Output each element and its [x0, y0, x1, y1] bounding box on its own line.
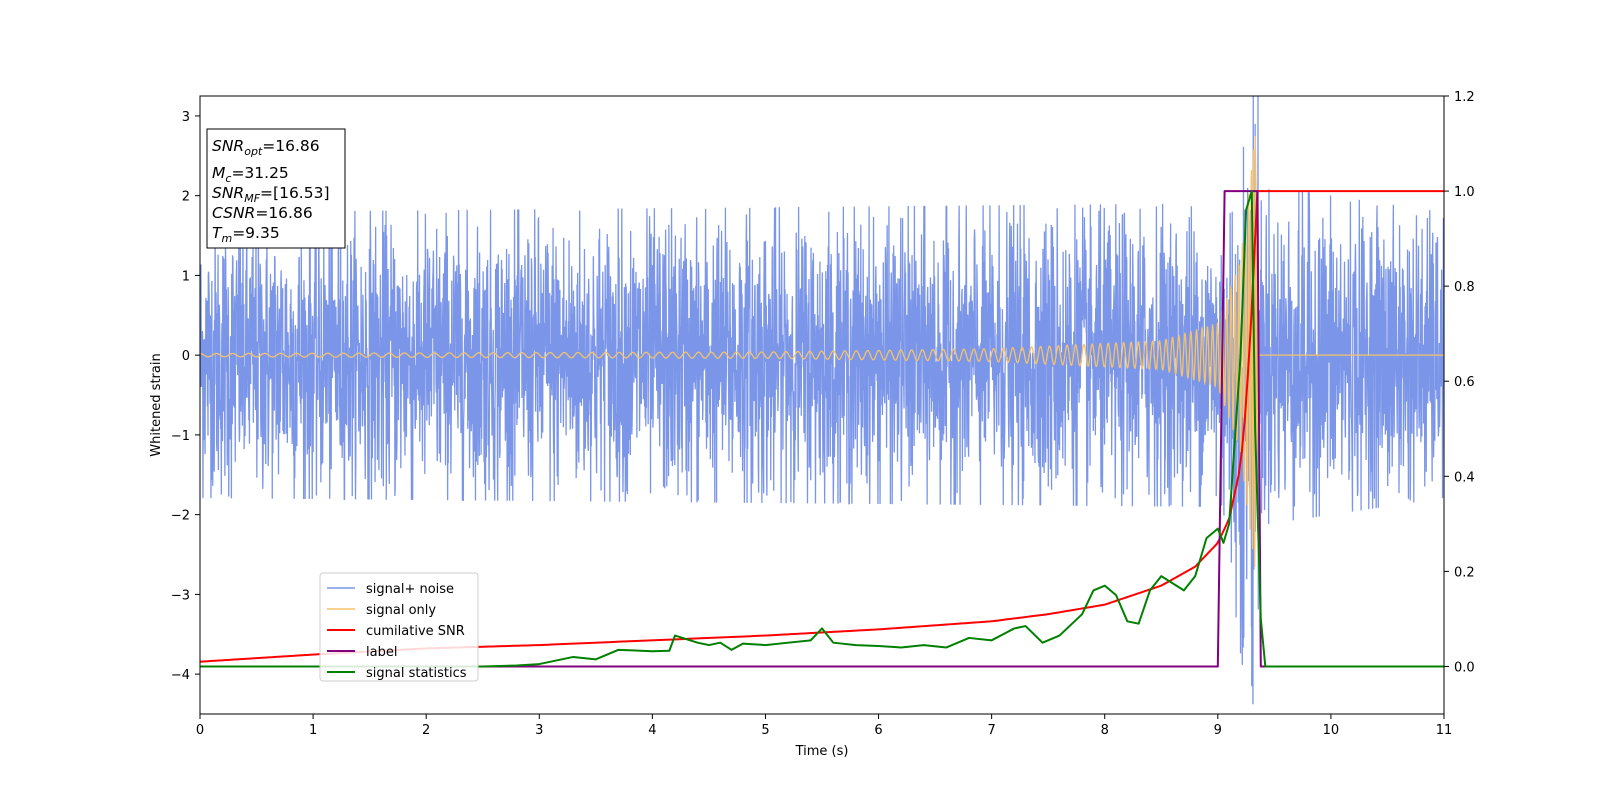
- annotation-line: CSNR=16.86: [212, 204, 313, 222]
- y2-tick-label: 1.0: [1454, 185, 1475, 200]
- y-tick-label: −4: [171, 668, 190, 683]
- y-tick-label: −1: [171, 429, 190, 444]
- x-tick-label: 4: [648, 723, 656, 738]
- x-tick-label: 0: [196, 723, 204, 738]
- annotation-line: Mc=31.25: [212, 164, 289, 185]
- x-tick-label: 6: [874, 723, 882, 738]
- x-tick-label: 10: [1323, 723, 1340, 738]
- legend: signal+ noise signal only cumilative SNR la…: [319, 572, 479, 682]
- y-tick-label: 1: [182, 269, 190, 284]
- series-signal-statistics-line: [200, 190, 1444, 668]
- y2-tick-label: 0.4: [1454, 470, 1475, 485]
- y-tick-label: 0: [182, 349, 190, 364]
- x-tick-label: 5: [761, 723, 769, 738]
- legend-frame: [319, 572, 479, 682]
- x-tick-label: 1: [309, 723, 317, 738]
- x-tick-label: 11: [1436, 723, 1453, 738]
- x-axis: 0 1 2 3 4 5 6 7 8 9 10 11: [196, 714, 1452, 738]
- annotation-line: SNRopt=16.86: [212, 137, 320, 158]
- y2-tick-label: 0.6: [1454, 375, 1475, 390]
- annotation-line: SNRMF=[16.53]: [212, 184, 330, 205]
- legend-label: signal statistics: [366, 666, 467, 681]
- y-tick-label: −2: [171, 509, 190, 524]
- annotation-box: SNRopt=16.86 Mc=31.25SNRMF=[16.53]CSNR=16…: [206, 128, 346, 249]
- axes-frame: [199, 95, 1445, 715]
- x-axis-label: Time (s): [795, 744, 849, 759]
- plot-area: [200, 96, 1444, 705]
- legend-label: cumilative SNR: [366, 624, 465, 639]
- y-axis-label: Whitened strain: [149, 353, 164, 456]
- legend-label: label: [366, 645, 397, 660]
- y2-tick-label: 1.2: [1454, 90, 1475, 105]
- x-tick-label: 2: [422, 723, 430, 738]
- x-tick-label: 9: [1214, 723, 1222, 738]
- x-tick-label: 3: [535, 723, 543, 738]
- left-y-axis: 3 2 1 0 −1 −2 −3 −4: [171, 110, 200, 683]
- x-tick-label: 8: [1101, 723, 1109, 738]
- annotation-line: Tm=9.35: [212, 224, 280, 245]
- y2-tick-label: 0.8: [1454, 280, 1475, 295]
- series-signal-only-line: [200, 135, 1444, 568]
- right-y-axis: 1.2 1.0 0.8 0.6 0.4 0.2 0.0: [1444, 90, 1475, 675]
- legend-label: signal+ noise: [366, 582, 454, 597]
- y2-tick-label: 0.2: [1454, 565, 1475, 580]
- y-tick-label: −3: [171, 588, 190, 603]
- legend-label: signal only: [366, 603, 436, 618]
- y-tick-label: 2: [182, 190, 190, 205]
- x-tick-label: 7: [987, 723, 995, 738]
- y2-tick-label: 0.0: [1454, 660, 1475, 675]
- y-tick-label: 3: [182, 110, 190, 125]
- annotation-box-frame: [206, 128, 346, 249]
